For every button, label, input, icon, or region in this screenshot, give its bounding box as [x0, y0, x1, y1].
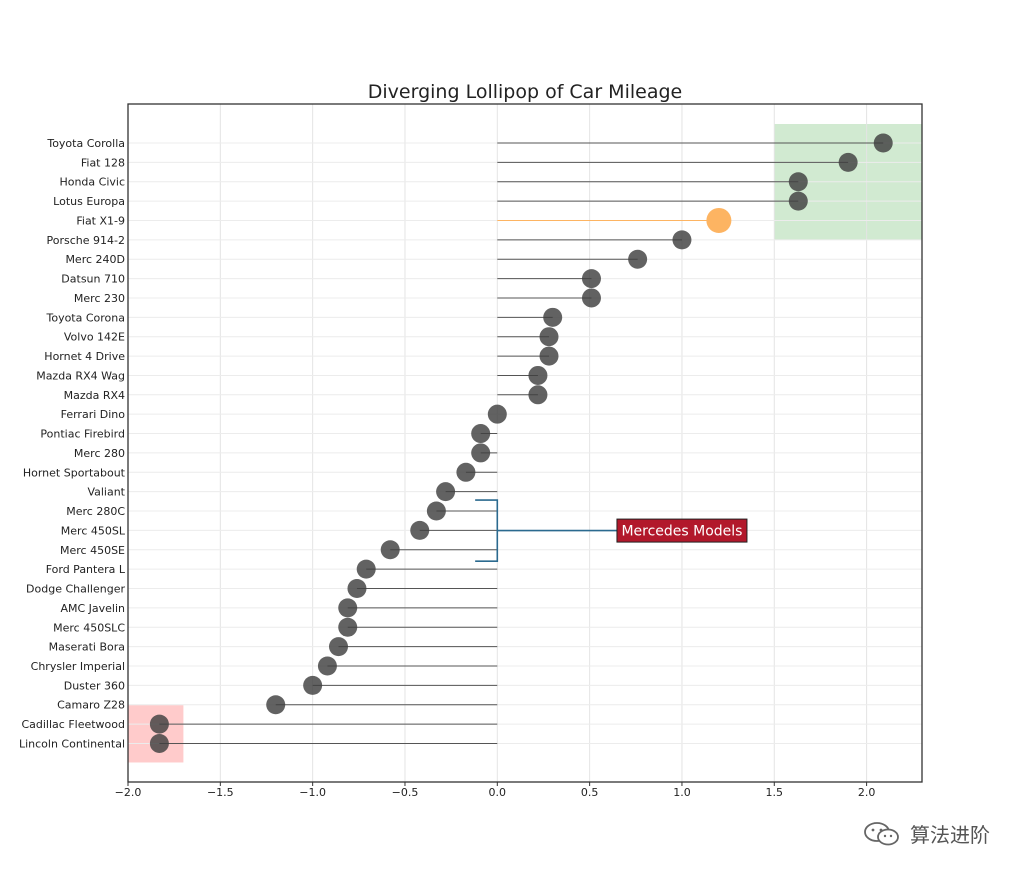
- watermark: 算法进阶: [862, 819, 990, 848]
- y-tick-label: Merc 450SL: [61, 524, 126, 537]
- y-tick-label: Cadillac Fleetwood: [21, 718, 125, 731]
- y-tick-label: Fiat 128: [81, 156, 125, 169]
- dot-pontiac-firebird: [471, 424, 491, 444]
- x-tick-label: 1.5: [766, 786, 784, 799]
- x-tick-label: −0.5: [392, 786, 419, 799]
- y-tick-label: Merc 240D: [65, 253, 125, 266]
- x-tick-label: 2.0: [858, 786, 876, 799]
- y-tick-label: Merc 450SLC: [53, 621, 125, 634]
- dot-ferrari-dino: [487, 404, 507, 424]
- y-tick-label: Toyota Corolla: [46, 137, 125, 150]
- y-tick-label: Honda Civic: [59, 176, 125, 189]
- y-tick-label: Volvo 142E: [64, 331, 125, 344]
- y-tick-label: Duster 360: [64, 679, 125, 692]
- y-tick-label: Hornet Sportabout: [23, 466, 126, 479]
- dot-fiat-x1-9: [706, 207, 732, 233]
- dot-lotus-europa: [788, 191, 808, 211]
- dot-valiant: [436, 482, 456, 502]
- dot-merc-230: [581, 288, 601, 308]
- lollipop-stems: [159, 142, 884, 744]
- x-tick-label: 0.0: [489, 786, 507, 799]
- y-tick-labels: Toyota Corolla Fiat 128 Honda Civic Lotus E…: [19, 137, 126, 750]
- lollipop-dots: [149, 133, 893, 753]
- y-tick-label: Merc 450SE: [60, 544, 125, 557]
- dot-toyota-corolla: [873, 133, 893, 153]
- dot-mazda-rx4: [528, 385, 548, 405]
- annotation-bracket: [475, 499, 499, 562]
- y-tick-label: Chrysler Imperial: [31, 660, 125, 673]
- dot-dodge-challenger: [347, 579, 367, 599]
- highlight-regions: [128, 124, 922, 763]
- dot-datsun-710: [581, 269, 601, 289]
- dot-hornet-4-drive: [539, 346, 559, 366]
- dot-honda-civic: [788, 172, 808, 192]
- y-tick-label: Mazda RX4: [64, 389, 125, 402]
- dot-maserati-bora: [329, 637, 349, 657]
- dot-cadillac-fleetwood: [149, 714, 169, 734]
- dot-duster-360: [303, 675, 323, 695]
- dot-merc-280c: [426, 501, 446, 521]
- dot-porsche-914-2: [672, 230, 692, 250]
- y-tick-label: Mazda RX4 Wag: [36, 369, 125, 382]
- x-ticks: −2.0 −1.5 −1.0 −0.5 0.0 0.5 1.0 1.5 2.0: [115, 782, 876, 799]
- y-tick-label: Toyota Corona: [45, 311, 125, 324]
- dot-fiat-128: [838, 152, 858, 172]
- dot-lincoln-continental: [149, 733, 169, 753]
- dot-merc-450sl: [410, 520, 430, 540]
- y-tick-label: Merc 280C: [66, 505, 125, 518]
- dot-merc-280: [471, 443, 491, 463]
- dot-amc-javelin: [338, 598, 358, 618]
- dot-camaro-z28: [266, 695, 286, 715]
- y-tick-label: Hornet 4 Drive: [44, 350, 125, 363]
- dot-mazda-rx4-wag: [528, 365, 548, 385]
- highlight-region-red: [128, 705, 184, 763]
- y-tick-label: Porsche 914-2: [47, 234, 125, 247]
- y-tick-label: Dodge Challenger: [26, 583, 125, 596]
- y-tick-label: Merc 280: [74, 447, 125, 460]
- plot-frame: [127, 103, 923, 783]
- y-tick-label: Pontiac Firebird: [40, 428, 125, 441]
- chart-title: Diverging Lollipop of Car Mileage: [368, 81, 682, 103]
- mercedes-annotation: Mercedes Models: [475, 499, 748, 562]
- y-tick-label: AMC Javelin: [60, 602, 125, 615]
- annotation-label: Mercedes Models: [621, 524, 742, 540]
- wechat-icon: [864, 821, 899, 845]
- dot-ford-pantera-l: [356, 559, 376, 579]
- y-tick-label: Lotus Europa: [53, 195, 125, 208]
- dot-merc-450se: [380, 540, 400, 560]
- dot-hornet-sportabout: [456, 462, 476, 482]
- x-tick-label: −1.5: [207, 786, 234, 799]
- watermark-text: 算法进阶: [910, 823, 990, 847]
- dot-merc-240d: [628, 249, 648, 269]
- x-tick-label: 1.0: [673, 786, 691, 799]
- x-tick-label: −1.0: [299, 786, 326, 799]
- y-tick-label: Ford Pantera L: [46, 563, 126, 576]
- y-tick-label: Camaro Z28: [57, 699, 125, 712]
- dot-merc-450slc: [338, 617, 358, 637]
- dot-toyota-corona: [543, 307, 563, 327]
- y-tick-label: Fiat X1-9: [76, 214, 125, 227]
- y-tick-label: Ferrari Dino: [61, 408, 126, 421]
- y-tick-label: Datsun 710: [61, 273, 125, 286]
- dot-volvo-142e: [539, 327, 559, 347]
- y-tick-label: Merc 230: [74, 292, 125, 305]
- y-tick-label: Lincoln Continental: [19, 737, 125, 750]
- dot-chrysler-imperial: [317, 656, 337, 676]
- annotation-box: [616, 518, 748, 543]
- x-tick-label: −2.0: [115, 786, 142, 799]
- y-tick-label: Valiant: [87, 486, 125, 499]
- x-tick-label: 0.5: [581, 786, 599, 799]
- y-tick-label: Maserati Bora: [49, 641, 125, 654]
